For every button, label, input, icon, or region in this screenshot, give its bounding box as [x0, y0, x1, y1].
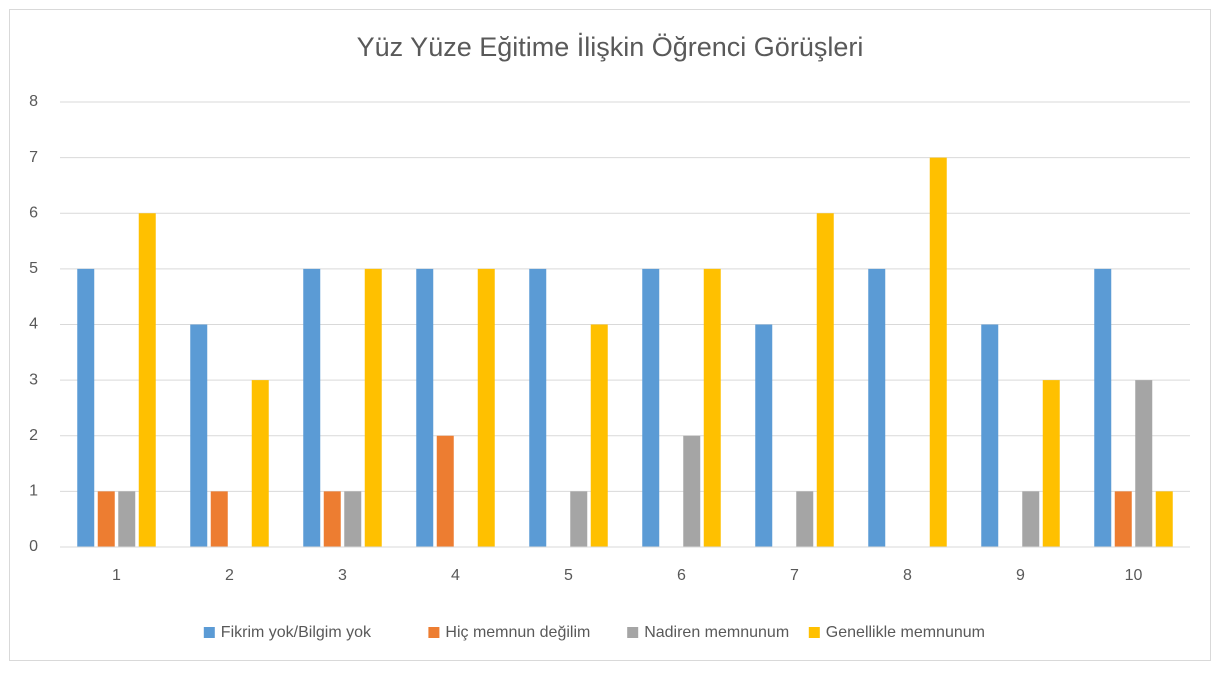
y-tick-label: 6 [29, 204, 38, 221]
legend-label: Nadiren memnunum [644, 624, 789, 641]
bar [703, 268, 721, 547]
x-tick-label: 2 [225, 567, 234, 584]
legend-swatch [808, 627, 820, 638]
bar [981, 324, 999, 547]
bar [344, 491, 362, 547]
bar [1022, 491, 1040, 547]
bar [1042, 380, 1060, 547]
bar [190, 324, 208, 547]
chart-title: Yüz Yüze Eğitime İlişkin Öğrenci Görüşle… [357, 31, 864, 62]
bar [210, 491, 228, 547]
x-tick-label: 4 [451, 567, 460, 584]
x-tick-label: 8 [903, 567, 912, 584]
bar [77, 268, 95, 547]
x-tick-label: 9 [1016, 567, 1025, 584]
bar [642, 268, 660, 547]
legend-label: Hiç memnun değilim [445, 624, 590, 641]
bar [929, 157, 947, 547]
bar [868, 268, 886, 547]
bar [416, 268, 434, 547]
y-tick-label: 4 [29, 316, 38, 333]
bar [683, 435, 701, 547]
legend-label: Genellikle memnunum [826, 624, 985, 641]
bar [303, 268, 321, 547]
bar [1114, 491, 1132, 547]
bar [323, 491, 341, 547]
bar [590, 324, 608, 547]
bar [570, 491, 588, 547]
bar [796, 491, 814, 547]
bar [364, 268, 382, 547]
legend-label: Fikrim yok/Bilgim yok [221, 624, 372, 641]
x-tick-label: 6 [677, 567, 686, 584]
bar [477, 268, 495, 547]
bar [755, 324, 773, 547]
x-tick-label: 3 [338, 567, 347, 584]
bar [1135, 380, 1153, 547]
y-tick-label: 5 [29, 260, 38, 277]
y-tick-label: 1 [29, 483, 38, 500]
y-tick-label: 8 [29, 93, 38, 110]
bar [251, 380, 269, 547]
y-tick-label: 2 [29, 427, 38, 444]
legend-swatch [203, 627, 215, 638]
bar [529, 268, 547, 547]
x-tick-label: 5 [564, 567, 573, 584]
chart-border [9, 9, 1211, 661]
x-tick-label: 7 [790, 567, 799, 584]
y-tick-label: 0 [29, 538, 38, 555]
bar [138, 213, 156, 547]
bar [436, 435, 454, 547]
bar [118, 491, 136, 547]
bar [816, 213, 834, 547]
bar [1155, 491, 1173, 547]
legend-swatch [428, 627, 440, 638]
x-tick-label: 10 [1125, 567, 1143, 584]
legend-swatch [627, 627, 639, 638]
y-tick-label: 3 [29, 371, 38, 388]
x-tick-label: 1 [112, 567, 121, 584]
bar [97, 491, 115, 547]
y-tick-label: 7 [29, 149, 38, 166]
bar [1094, 268, 1112, 547]
